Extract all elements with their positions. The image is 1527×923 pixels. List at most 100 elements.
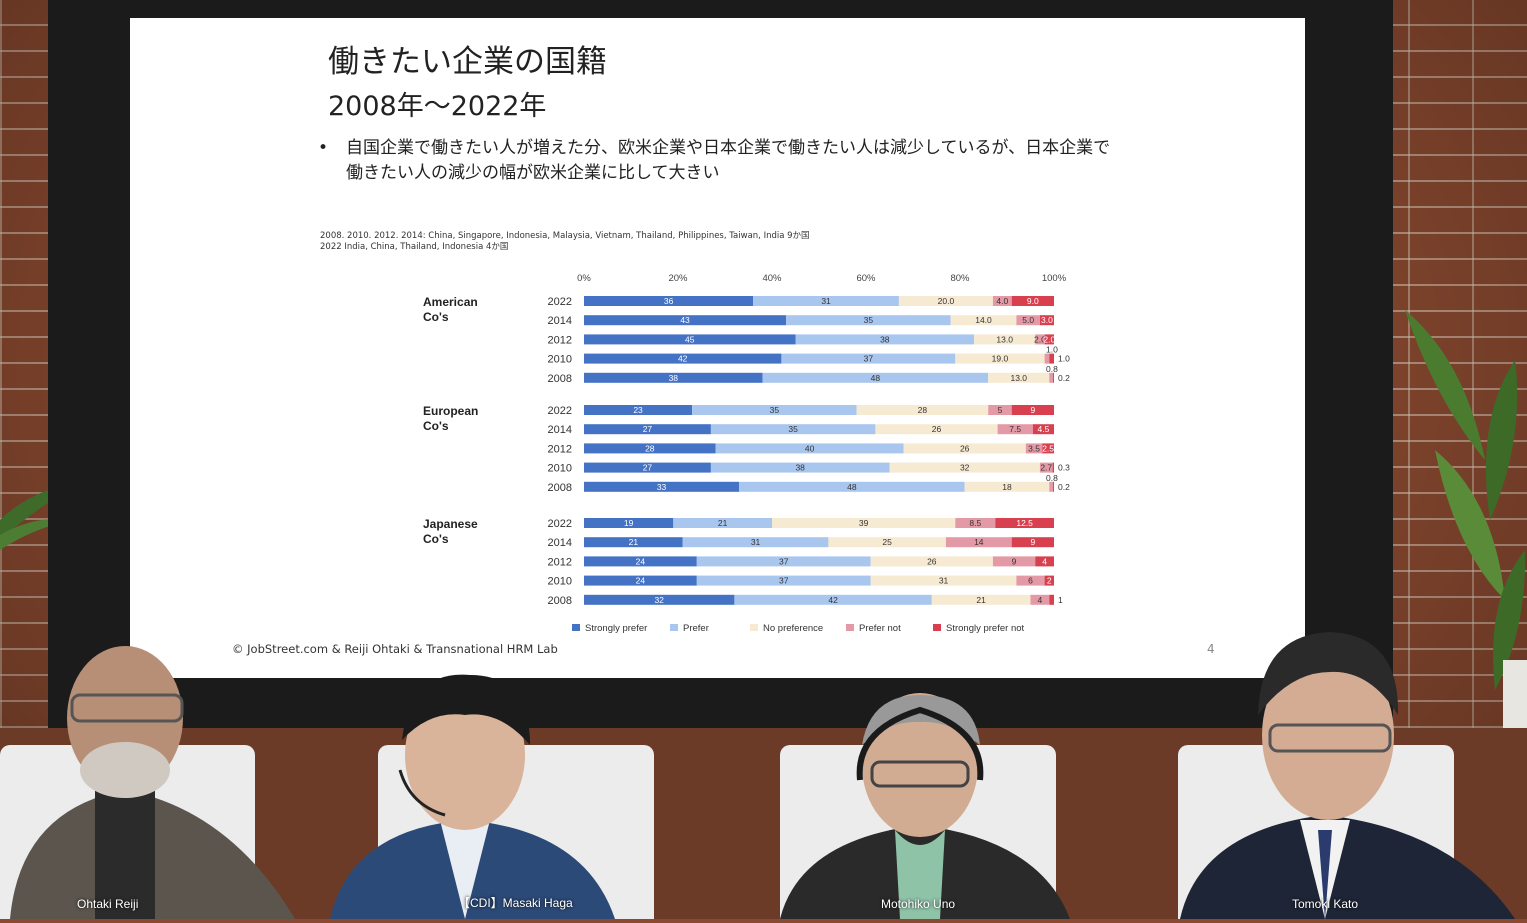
data-label: 2.0 [1043,334,1055,344]
legend-swatch [572,624,580,631]
data-label: 9 [1012,556,1017,566]
bar-segment [955,353,1045,364]
bar-segment [1016,575,1045,586]
data-label: 7.5 [1009,424,1021,434]
data-label: 42 [678,354,688,364]
participant-silhouette [10,646,295,919]
bullet-text: 自国企業で働きたい人が増えた分、欧米企業や日本企業で働きたい人は減少しているが、… [346,138,1111,183]
data-label: 38 [669,373,679,383]
data-label: 37 [864,354,874,364]
data-label: 23 [633,405,643,415]
participant-video-1[interactable]: Ohtaki Reiji [0,640,300,919]
data-label: 5 [998,405,1003,415]
data-label: 3.0 [1041,315,1053,325]
x-tick-label: 0% [577,273,591,284]
bar-segment [739,481,965,492]
bar-segment [584,594,735,605]
presentation-slide: 働きたい企業の国籍 2008年～2022年 • 自国企業で働きたい人が増えた分、… [130,18,1305,678]
data-label: 8.5 [969,518,981,528]
data-label: 2.5 [1042,443,1054,453]
bar-segment [1044,353,1050,364]
bar-segment [1042,443,1054,454]
data-label: 2.7 [1040,463,1052,473]
data-label: 0.8 [1046,473,1058,483]
bar-segment [584,556,697,567]
data-label: 40 [805,443,815,453]
data-label: 3.5 [1028,443,1040,453]
data-label: 25 [882,537,892,547]
data-label: 13.0 [996,334,1013,344]
data-label: 38 [880,334,890,344]
year-label: 2008 [548,373,572,385]
legend-label: Prefer [683,623,709,634]
bar-segment [584,443,716,454]
group-label: European [423,404,478,418]
plant-left [0,480,85,550]
x-tick-label: 100% [1042,273,1067,284]
data-label: 4.5 [1038,424,1050,434]
participant-video-2[interactable]: 【CDI】Masaki Haga [330,670,620,919]
data-label: 35 [864,315,874,325]
data-label: 26 [932,424,942,434]
bar-segment [988,405,1012,415]
bar-segment [870,575,1017,586]
bar-segment [1030,594,1050,605]
bar-segment [584,405,693,415]
data-label: 31 [939,576,949,586]
group-label: Co's [423,419,449,433]
bar-segment [950,315,1017,326]
bar-segment [696,556,871,567]
x-tick-label: 80% [950,273,970,284]
bar-segment [1039,315,1054,326]
group-label: Japanese [423,517,478,531]
bar-segment [1011,537,1054,548]
data-label: 12.5 [1016,518,1033,528]
bar-segment [584,481,740,492]
bar-segment [584,575,697,586]
data-label: 21 [976,595,986,605]
bar-segment [1025,443,1043,454]
year-label: 2012 [548,334,572,346]
bar-segment [1011,296,1054,306]
data-label: 4.0 [996,296,1008,306]
data-label: 38 [795,463,805,473]
participant-name: Ohtaki Reiji [77,897,139,911]
legend-swatch [750,624,758,631]
bar-segment [772,518,956,528]
data-label: 21 [718,518,728,528]
bar-segment [1049,594,1054,605]
year-label: 2010 [548,463,572,475]
data-label: 9.0 [1027,296,1039,306]
data-label: 0.8 [1046,364,1058,374]
bar-segment [584,518,674,528]
legend-swatch [846,624,854,631]
group-label: Co's [423,310,449,324]
year-label: 2022 [548,405,572,417]
bar-segment [1049,372,1054,383]
data-label: 2 [1047,576,1052,586]
data-label: 0.3 [1058,463,1070,473]
participant-video-4[interactable]: Tomoki Kato [1180,630,1527,919]
data-label: 31 [821,296,831,306]
bar-segment [1049,353,1054,364]
bar-segment [584,353,782,364]
data-label: 48 [847,482,857,492]
bar-segment [753,296,899,306]
participant-video-3[interactable]: Motohiko Uno [780,690,1080,919]
bar-segment [692,405,857,415]
data-label: 35 [788,424,798,434]
bar-segment [795,334,975,345]
plant-right [1405,310,1527,800]
data-label: 6 [1028,576,1033,586]
data-label: 4 [1038,595,1043,605]
data-label: 28 [918,405,928,415]
year-label: 2014 [548,537,572,549]
bar-segment [584,296,754,306]
data-label: 14 [974,537,984,547]
bar-segment [1053,481,1054,492]
bar-segment [997,424,1033,435]
data-label: 13.0 [1010,373,1027,383]
data-label: 1 [1058,595,1063,605]
data-label: 43 [680,315,690,325]
data-label: 26 [927,556,937,566]
